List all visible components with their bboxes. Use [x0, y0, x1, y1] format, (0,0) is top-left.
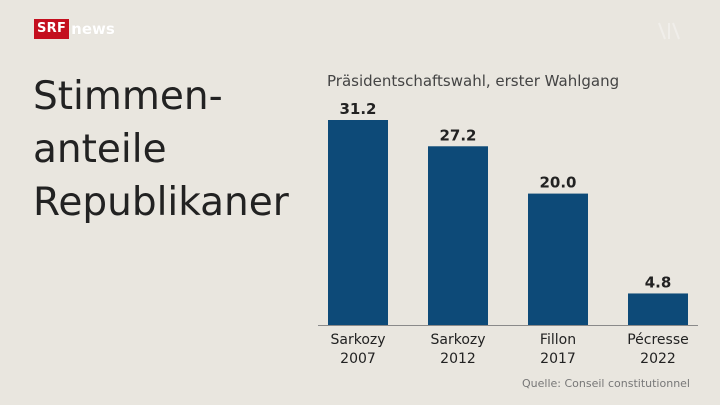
category-label: 2017	[540, 351, 576, 367]
category-label: 2012	[440, 351, 476, 367]
bar	[628, 293, 688, 325]
category-label: Pécresse	[627, 332, 689, 348]
bar	[328, 120, 388, 325]
title-line-3: Republikaner	[33, 180, 289, 225]
category-label: 2022	[640, 351, 676, 367]
news-logo-text: news	[71, 20, 115, 38]
bar	[428, 146, 488, 325]
source-note: Quelle: Conseil constitutionnel	[522, 377, 690, 390]
title-line-1: Stimmen-	[33, 74, 223, 119]
bar	[528, 193, 588, 325]
data-label: 4.8	[645, 273, 672, 291]
category-label: 2007	[340, 351, 376, 367]
chart-subtitle: Präsidentschaftswahl, erster Wahlgang	[327, 72, 620, 90]
data-label: 20.0	[539, 174, 576, 192]
category-label: Sarkozy	[430, 332, 485, 348]
title-line-2: anteile	[33, 127, 167, 172]
category-label: Sarkozy	[330, 332, 385, 348]
data-label: 31.2	[339, 100, 376, 118]
watermark-icon	[658, 22, 680, 40]
srf-logo-mark: SRF	[34, 19, 70, 39]
data-label: 27.2	[439, 126, 476, 144]
srf-news-logo: SRF news	[34, 19, 115, 39]
page-title: Stimmen- anteile Republikaner	[33, 70, 293, 229]
category-label: Fillon	[540, 332, 576, 348]
